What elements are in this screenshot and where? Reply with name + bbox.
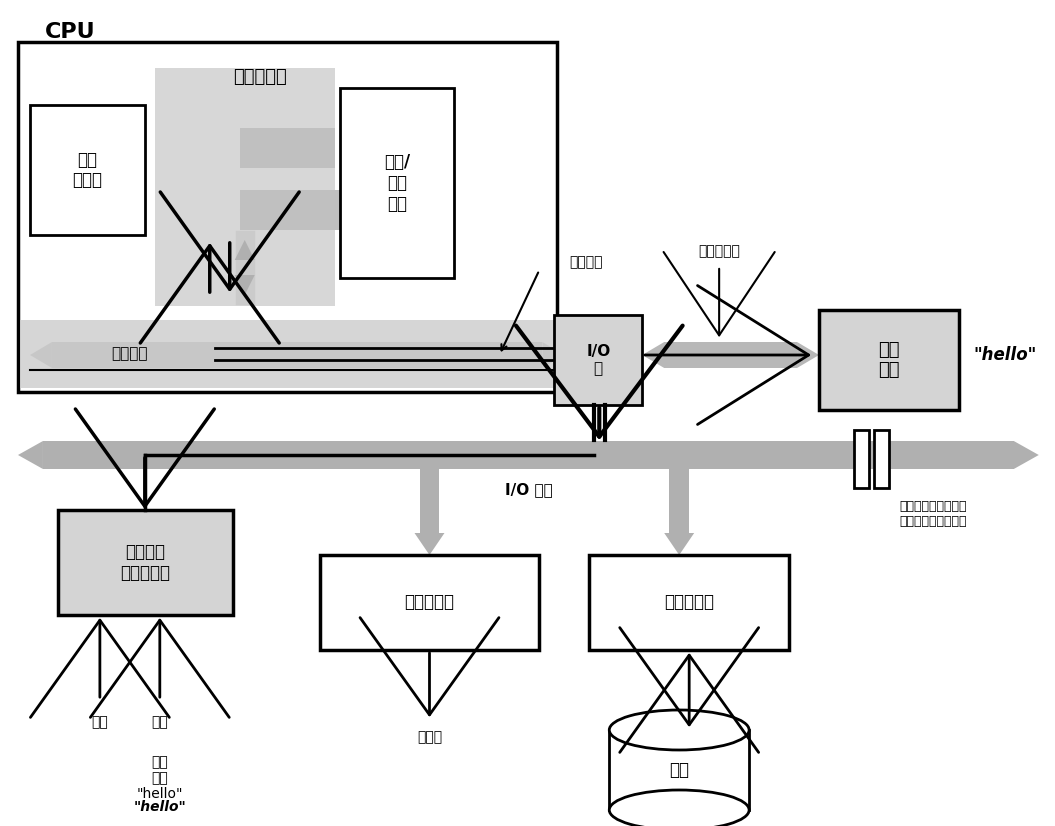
Text: 显示器: 显示器	[417, 730, 442, 744]
Polygon shape	[234, 275, 254, 295]
Bar	[420, 469, 440, 533]
Ellipse shape	[610, 710, 749, 750]
Ellipse shape	[610, 790, 749, 826]
Bar	[554, 315, 642, 405]
Text: I/O
桥: I/O 桥	[587, 344, 611, 376]
Bar	[239, 128, 334, 168]
Polygon shape	[234, 240, 254, 260]
Text: 磁盘: 磁盘	[669, 761, 689, 779]
Text: 图形适配器: 图形适配器	[404, 594, 455, 611]
Bar	[320, 555, 539, 650]
Bar	[239, 190, 340, 230]
Bar	[665, 342, 798, 368]
Text: 存储器总线: 存储器总线	[698, 244, 741, 258]
Text: I/O 总线: I/O 总线	[505, 482, 553, 497]
Polygon shape	[642, 342, 665, 368]
Text: 寄存器文件: 寄存器文件	[233, 68, 287, 86]
Bar	[30, 105, 145, 235]
Text: 磁盘控制器: 磁盘控制器	[665, 594, 714, 611]
Bar	[340, 88, 455, 278]
Bar	[669, 469, 689, 533]
Bar	[155, 68, 334, 306]
Bar	[874, 430, 889, 488]
Polygon shape	[415, 533, 444, 555]
Bar	[610, 730, 749, 810]
Bar	[52, 342, 542, 368]
Polygon shape	[798, 342, 819, 368]
Bar	[43, 441, 1014, 469]
Text: 鼠标: 鼠标	[92, 715, 109, 729]
Text: "hello": "hello"	[133, 800, 186, 814]
Text: 主存
储器: 主存 储器	[878, 340, 900, 379]
Text: 算术/
逻辑
单元: 算术/ 逻辑 单元	[384, 153, 410, 213]
Bar	[590, 555, 789, 650]
Text: 键盘: 键盘	[152, 715, 168, 729]
Text: 用户
输入
"hello": 用户 输入 "hello"	[136, 755, 184, 801]
Text: 系统总线: 系统总线	[570, 255, 602, 269]
Bar	[18, 42, 557, 392]
Polygon shape	[260, 128, 334, 168]
Text: 总线接口: 总线接口	[112, 346, 148, 362]
Text: 扩展槽，留待网络适
配器一类的设备使用: 扩展槽，留待网络适 配器一类的设备使用	[899, 500, 966, 528]
Bar	[819, 310, 959, 410]
Polygon shape	[30, 342, 52, 368]
Bar	[853, 430, 869, 488]
Polygon shape	[665, 533, 694, 555]
Polygon shape	[542, 342, 564, 368]
Text: 程序
计数器: 程序 计数器	[73, 150, 102, 189]
Text: CPU: CPU	[45, 22, 96, 42]
Polygon shape	[18, 441, 43, 469]
Polygon shape	[239, 190, 340, 230]
Text: 通用串行
总线控制器: 通用串行 总线控制器	[120, 544, 170, 582]
Bar	[20, 320, 554, 388]
Bar	[58, 510, 233, 615]
Polygon shape	[1014, 441, 1039, 469]
Text: "hello": "hello"	[974, 346, 1037, 364]
